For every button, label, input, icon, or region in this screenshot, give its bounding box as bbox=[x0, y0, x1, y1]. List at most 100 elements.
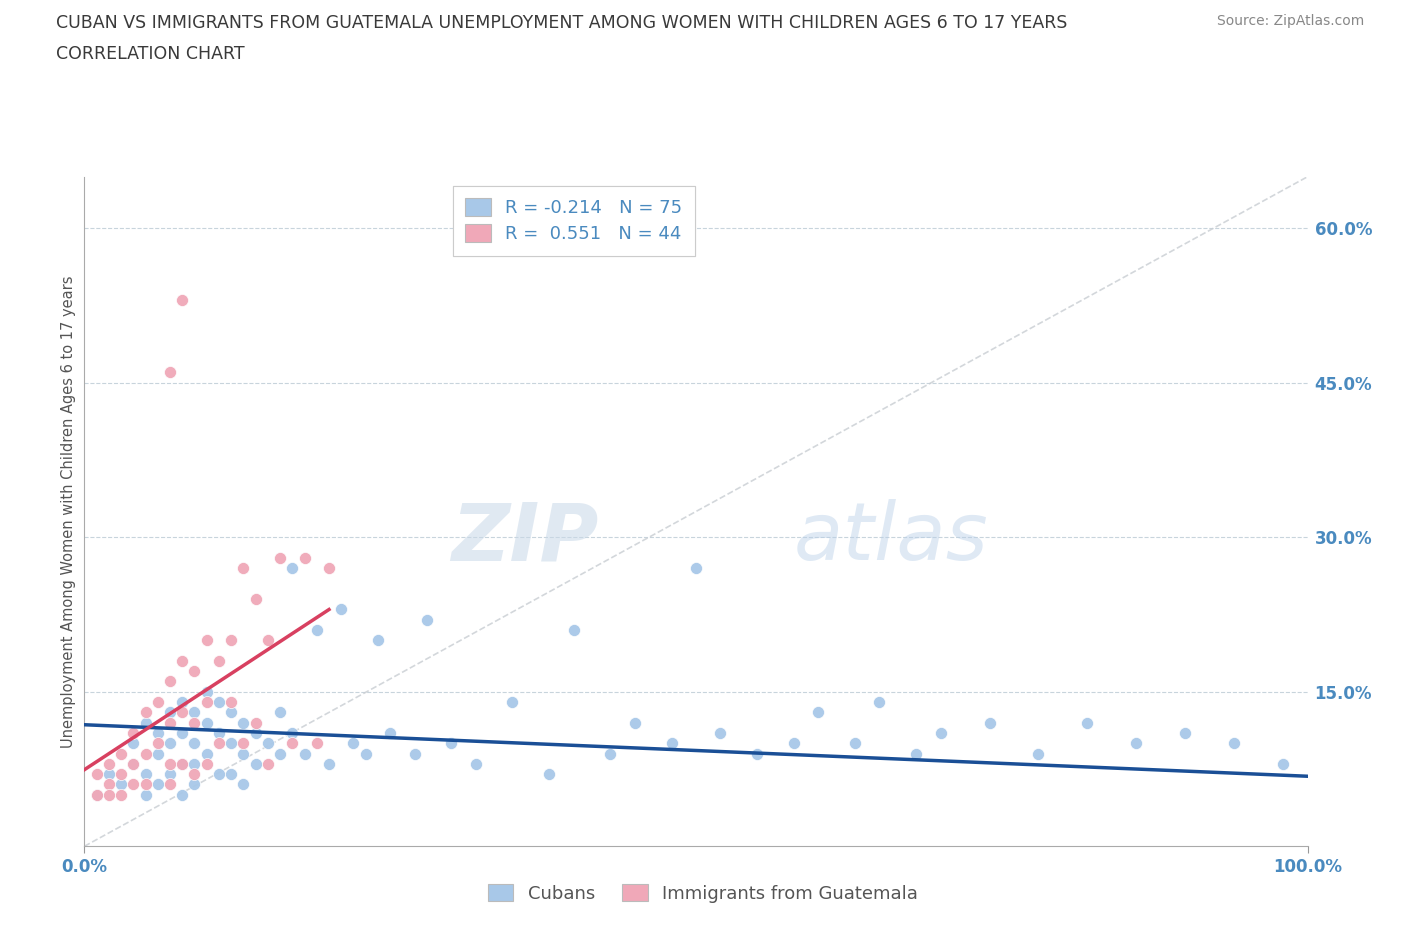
Point bbox=[172, 725, 194, 740]
Point bbox=[183, 766, 205, 781]
Point bbox=[172, 756, 194, 771]
Point bbox=[183, 664, 205, 679]
Point bbox=[172, 695, 194, 710]
Point bbox=[1125, 736, 1147, 751]
Point bbox=[146, 725, 169, 740]
Point bbox=[97, 777, 120, 792]
Point bbox=[219, 632, 242, 647]
Point bbox=[232, 715, 254, 730]
Point bbox=[502, 695, 524, 710]
Point bbox=[159, 365, 181, 379]
Point bbox=[232, 777, 254, 792]
Point bbox=[208, 654, 231, 669]
Point bbox=[599, 746, 621, 761]
Point bbox=[195, 746, 218, 761]
Point bbox=[159, 777, 181, 792]
Point bbox=[232, 561, 254, 576]
Point bbox=[257, 736, 280, 751]
Legend: Cubans, Immigrants from Guatemala: Cubans, Immigrants from Guatemala bbox=[479, 875, 927, 911]
Point bbox=[110, 777, 132, 792]
Point bbox=[232, 736, 254, 751]
Point bbox=[1223, 736, 1246, 751]
Point bbox=[342, 736, 364, 751]
Point bbox=[807, 705, 830, 720]
Point bbox=[97, 756, 120, 771]
Point bbox=[562, 622, 585, 637]
Point bbox=[905, 746, 928, 761]
Point bbox=[135, 788, 157, 803]
Point bbox=[159, 756, 181, 771]
Point bbox=[1272, 756, 1295, 771]
Point bbox=[354, 746, 377, 761]
Point bbox=[709, 725, 731, 740]
Point bbox=[869, 695, 891, 710]
Point bbox=[318, 756, 340, 771]
Point bbox=[159, 705, 181, 720]
Point bbox=[183, 715, 205, 730]
Point bbox=[172, 788, 194, 803]
Point bbox=[97, 766, 120, 781]
Point bbox=[110, 746, 132, 761]
Point bbox=[208, 766, 231, 781]
Point bbox=[305, 736, 328, 751]
Point bbox=[195, 632, 218, 647]
Text: ZIP: ZIP bbox=[451, 499, 598, 578]
Point bbox=[257, 632, 280, 647]
Point bbox=[219, 736, 242, 751]
Point bbox=[159, 674, 181, 689]
Point bbox=[122, 777, 145, 792]
Point bbox=[305, 622, 328, 637]
Point bbox=[269, 746, 291, 761]
Point bbox=[416, 612, 439, 627]
Point bbox=[367, 632, 389, 647]
Point bbox=[219, 766, 242, 781]
Point bbox=[172, 705, 194, 720]
Point bbox=[464, 756, 486, 771]
Point bbox=[159, 715, 181, 730]
Point bbox=[122, 756, 145, 771]
Point bbox=[122, 756, 145, 771]
Text: CUBAN VS IMMIGRANTS FROM GUATEMALA UNEMPLOYMENT AMONG WOMEN WITH CHILDREN AGES 6: CUBAN VS IMMIGRANTS FROM GUATEMALA UNEMP… bbox=[56, 14, 1067, 32]
Point bbox=[245, 591, 267, 606]
Point bbox=[844, 736, 866, 751]
Point bbox=[281, 736, 304, 751]
Point bbox=[135, 715, 157, 730]
Point bbox=[257, 756, 280, 771]
Point bbox=[208, 725, 231, 740]
Point bbox=[135, 746, 157, 761]
Point bbox=[269, 551, 291, 565]
Point bbox=[538, 766, 561, 781]
Point bbox=[294, 551, 316, 565]
Point bbox=[110, 788, 132, 803]
Point bbox=[1174, 725, 1197, 740]
Point bbox=[281, 561, 304, 576]
Point bbox=[146, 746, 169, 761]
Point bbox=[281, 725, 304, 740]
Point bbox=[624, 715, 647, 730]
Point bbox=[1076, 715, 1098, 730]
Point bbox=[183, 736, 205, 751]
Point bbox=[172, 293, 194, 308]
Point bbox=[86, 766, 108, 781]
Point bbox=[330, 602, 353, 617]
Text: Source: ZipAtlas.com: Source: ZipAtlas.com bbox=[1216, 14, 1364, 28]
Point bbox=[183, 777, 205, 792]
Point bbox=[195, 756, 218, 771]
Point bbox=[440, 736, 463, 751]
Point bbox=[172, 654, 194, 669]
Text: CORRELATION CHART: CORRELATION CHART bbox=[56, 45, 245, 62]
Point bbox=[661, 736, 683, 751]
Point bbox=[135, 705, 157, 720]
Point bbox=[979, 715, 1001, 730]
Point bbox=[159, 736, 181, 751]
Point bbox=[135, 777, 157, 792]
Point bbox=[146, 736, 169, 751]
Point bbox=[269, 705, 291, 720]
Point bbox=[195, 684, 218, 699]
Point bbox=[685, 561, 707, 576]
Point bbox=[110, 766, 132, 781]
Point bbox=[86, 788, 108, 803]
Point bbox=[195, 715, 218, 730]
Point bbox=[783, 736, 806, 751]
Point bbox=[747, 746, 769, 761]
